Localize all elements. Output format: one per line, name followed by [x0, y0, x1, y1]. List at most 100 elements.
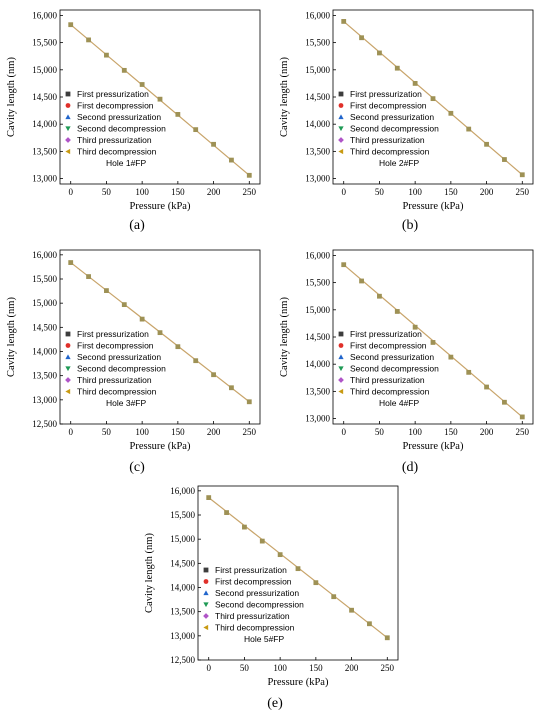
- y-tick-label: 14,000: [305, 119, 330, 129]
- legend-label: Third pressurization: [350, 375, 425, 385]
- y-tick-label: 16,000: [305, 10, 330, 20]
- x-tick-label: 0: [68, 427, 73, 437]
- y-tick-label: 15,000: [170, 534, 195, 544]
- panel-label-d: (d): [401, 460, 419, 475]
- legend-label: First decompression: [77, 101, 154, 111]
- data-point: [341, 262, 347, 268]
- data-point: [193, 127, 199, 133]
- legend-marker: [65, 114, 71, 120]
- data-point: [519, 172, 525, 178]
- x-tick-label: 0: [341, 187, 346, 197]
- legend-marker: [65, 91, 71, 97]
- x-tick-label: 100: [408, 187, 422, 197]
- y-tick-label: 13,500: [170, 607, 195, 617]
- data-point: [68, 260, 74, 265]
- data-point: [466, 369, 472, 375]
- legend-label: Second pressurization: [215, 588, 299, 598]
- legend-label: Second pressurization: [350, 352, 434, 362]
- data-point: [246, 172, 252, 178]
- y-tick-label: 14,500: [32, 92, 57, 102]
- legend-label: Third decompression: [350, 147, 430, 157]
- data-point: [211, 372, 216, 378]
- y-tick-label: 14,500: [170, 558, 195, 568]
- x-axis-title: Pressure (kPa): [403, 441, 464, 452]
- y-tick-label: 13,000: [305, 174, 330, 184]
- legend-marker: [338, 331, 344, 337]
- y-tick-label: 14,000: [32, 347, 57, 357]
- x-tick-label: 150: [444, 187, 458, 197]
- x-tick-label: 250: [516, 427, 530, 437]
- chart-plot-b: 0 50 100 150 200 250 13,000 13,500 14,000 14,500 1…: [279, 9, 534, 212]
- y-tick-label: 15,500: [170, 510, 195, 520]
- data-point: [121, 67, 127, 73]
- legend-marker: [203, 602, 209, 608]
- y-tick-label: 14,000: [305, 359, 330, 369]
- data-point: [412, 324, 418, 330]
- legend-label: Second decompression: [215, 600, 304, 610]
- chart-panel-a: 0 50 100 150 200 250 13,000 13,500 14,000 14,500 1…: [2, 2, 272, 238]
- legend-label: Third pressurization: [215, 611, 290, 621]
- data-point: [384, 635, 390, 641]
- legend-marker: [338, 388, 344, 395]
- legend-marker: [338, 126, 344, 132]
- data-point: [175, 112, 181, 117]
- legend-label: First pressurization: [350, 89, 422, 99]
- legend-marker: [203, 613, 209, 619]
- legend-label: First decompression: [77, 341, 154, 351]
- y-tick-label: 14,500: [305, 92, 330, 102]
- y-tick-label: 12,500: [32, 419, 57, 429]
- legend-marker: [65, 331, 71, 337]
- legend-marker: [65, 377, 71, 383]
- data-point: [377, 293, 382, 299]
- y-axis-title: Cavity length (nm): [6, 297, 17, 377]
- data-point: [367, 621, 372, 627]
- legend-marker: [338, 354, 344, 360]
- x-tick-label: 150: [444, 427, 458, 437]
- legend-marker: [338, 366, 344, 372]
- legend-label: Second decompression: [350, 124, 439, 134]
- x-tick-label: 0: [206, 663, 211, 673]
- y-axis-title: Cavity length (nm): [6, 57, 17, 137]
- y-tick-label: 15,000: [305, 305, 330, 315]
- chart-plot-c: 0 50 100 150 200 250 12,500 13,000 13,500 14,000 1…: [6, 249, 261, 452]
- data-point: [229, 157, 234, 163]
- legend-marker: [338, 343, 344, 348]
- x-tick-label: 200: [207, 427, 221, 437]
- legend-marker: [65, 126, 71, 132]
- data-point: [331, 594, 337, 600]
- y-tick-label: 13,000: [32, 174, 57, 184]
- data-point: [68, 22, 74, 28]
- hole-annotation: Hole 4#FP: [379, 398, 419, 408]
- legend-label: First decompression: [350, 101, 427, 111]
- legend-label: Third decompression: [215, 623, 295, 633]
- y-tick-label: 13,500: [305, 146, 330, 156]
- panel-label-c: (c): [129, 460, 145, 475]
- y-tick-label: 15,500: [305, 278, 330, 288]
- legend-marker: [203, 579, 209, 584]
- data-point: [448, 354, 454, 360]
- y-axis-title: Cavity length (nm): [279, 297, 290, 377]
- x-tick-label: 100: [273, 663, 287, 673]
- data-point: [349, 607, 354, 613]
- hole-annotation: Hole 5#FP: [244, 634, 284, 644]
- y-axis-title: Cavity length (nm): [144, 533, 155, 613]
- legend-marker: [65, 103, 71, 108]
- y-tick-label: 15,500: [32, 38, 57, 48]
- data-point: [104, 52, 109, 58]
- y-tick-label: 15,500: [305, 38, 330, 48]
- legend-label: First decompression: [215, 577, 292, 587]
- legend-marker: [65, 343, 71, 348]
- data-point: [484, 384, 489, 390]
- legend-marker: [338, 91, 344, 97]
- y-axis-title: Cavity length (nm): [279, 57, 290, 137]
- data-point: [341, 19, 347, 24]
- legend-marker: [338, 377, 344, 383]
- legend-marker: [338, 148, 344, 155]
- x-tick-label: 100: [135, 187, 149, 197]
- legend-marker: [65, 137, 71, 143]
- x-tick-label: 200: [480, 427, 494, 437]
- legend-marker: [338, 103, 344, 108]
- legend-label: Second pressurization: [77, 112, 161, 122]
- y-tick-label: 15,000: [32, 65, 57, 75]
- chart-panel-c: 0 50 100 150 200 250 12,500 13,000 13,500 14,000 1…: [2, 242, 272, 478]
